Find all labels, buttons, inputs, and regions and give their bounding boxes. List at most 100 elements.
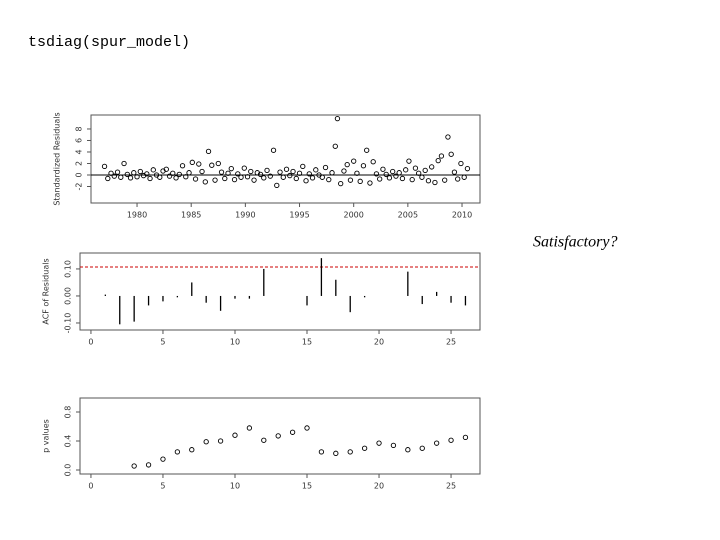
point bbox=[462, 434, 469, 441]
point bbox=[396, 170, 402, 176]
point bbox=[351, 158, 357, 164]
point bbox=[147, 175, 153, 182]
point bbox=[347, 177, 354, 183]
point bbox=[383, 171, 389, 178]
point bbox=[121, 160, 127, 167]
point bbox=[409, 176, 415, 183]
point bbox=[329, 170, 335, 176]
point bbox=[367, 180, 373, 186]
point bbox=[131, 463, 137, 469]
y-tick-label: 2 bbox=[75, 161, 84, 166]
point bbox=[215, 160, 221, 167]
point bbox=[464, 166, 471, 172]
point bbox=[205, 148, 212, 155]
y-tick-label: 0.8 bbox=[64, 406, 73, 419]
point bbox=[150, 167, 156, 173]
point bbox=[241, 165, 247, 171]
x-tick-label: 0 bbox=[88, 338, 93, 347]
y-tick-label: -2 bbox=[75, 183, 84, 191]
y-tick-label: 8 bbox=[75, 126, 84, 131]
point bbox=[176, 171, 182, 178]
point bbox=[228, 166, 234, 172]
point bbox=[274, 182, 280, 188]
point bbox=[435, 157, 441, 164]
point bbox=[124, 171, 130, 178]
point bbox=[376, 440, 382, 446]
y-tick-label: 0.4 bbox=[64, 435, 73, 448]
y-tick-label: 0.10 bbox=[64, 260, 73, 278]
point bbox=[131, 170, 137, 176]
point bbox=[318, 449, 325, 455]
point bbox=[196, 161, 202, 167]
point bbox=[160, 456, 166, 462]
point bbox=[416, 170, 422, 176]
x-tick-label: 2000 bbox=[344, 211, 364, 220]
point bbox=[438, 153, 445, 159]
x-tick-label: 2010 bbox=[452, 211, 472, 220]
point bbox=[173, 175, 179, 181]
x-tick-label: 5 bbox=[160, 482, 165, 491]
point bbox=[313, 167, 319, 173]
point bbox=[118, 174, 124, 180]
point bbox=[289, 429, 296, 435]
point bbox=[134, 174, 140, 180]
point bbox=[157, 174, 163, 180]
plot-frame bbox=[79, 397, 481, 475]
point bbox=[333, 450, 339, 456]
point bbox=[199, 168, 205, 175]
point bbox=[189, 159, 195, 165]
x-tick-label: 10 bbox=[230, 482, 240, 491]
point bbox=[406, 158, 412, 164]
point bbox=[111, 173, 117, 179]
x-tick-label: 25 bbox=[446, 338, 456, 347]
point bbox=[144, 171, 150, 177]
point bbox=[248, 168, 254, 175]
point bbox=[114, 169, 121, 175]
point bbox=[390, 168, 396, 175]
point bbox=[163, 166, 169, 172]
point bbox=[218, 169, 225, 175]
point bbox=[231, 176, 238, 183]
point bbox=[145, 462, 152, 468]
x-tick-label: 15 bbox=[302, 338, 312, 347]
point bbox=[293, 175, 299, 182]
point bbox=[360, 163, 367, 169]
point bbox=[451, 169, 458, 175]
point bbox=[364, 147, 370, 153]
point bbox=[361, 445, 368, 451]
point bbox=[425, 178, 432, 184]
point bbox=[217, 438, 224, 444]
x-tick-label: 25 bbox=[446, 482, 456, 491]
x-tick-label: 1980 bbox=[127, 211, 147, 220]
point bbox=[304, 425, 310, 431]
x-tick-label: 1985 bbox=[181, 211, 201, 220]
point bbox=[137, 168, 143, 175]
x-tick-label: 20 bbox=[374, 338, 384, 347]
point bbox=[461, 174, 467, 180]
point bbox=[283, 166, 290, 172]
point bbox=[101, 163, 108, 170]
point bbox=[334, 115, 341, 122]
point bbox=[246, 425, 253, 431]
x-tick-label: 1990 bbox=[235, 211, 255, 220]
point bbox=[108, 170, 114, 176]
note-text: Satisfactory? bbox=[533, 234, 617, 251]
point bbox=[412, 165, 419, 171]
x-tick-label: 10 bbox=[230, 338, 240, 347]
x-tick-label: 20 bbox=[374, 482, 384, 491]
point bbox=[377, 176, 383, 182]
y-tick-label: 0.0 bbox=[64, 464, 73, 477]
point bbox=[386, 175, 393, 181]
point bbox=[105, 175, 111, 182]
y-tick-label: 0 bbox=[75, 172, 84, 177]
point bbox=[267, 173, 273, 179]
point bbox=[455, 176, 461, 182]
y-tick-label: 6 bbox=[75, 138, 84, 143]
point bbox=[186, 170, 192, 176]
point bbox=[209, 162, 215, 168]
point bbox=[448, 151, 454, 157]
point bbox=[261, 175, 267, 181]
point bbox=[429, 164, 435, 170]
point bbox=[332, 143, 338, 149]
